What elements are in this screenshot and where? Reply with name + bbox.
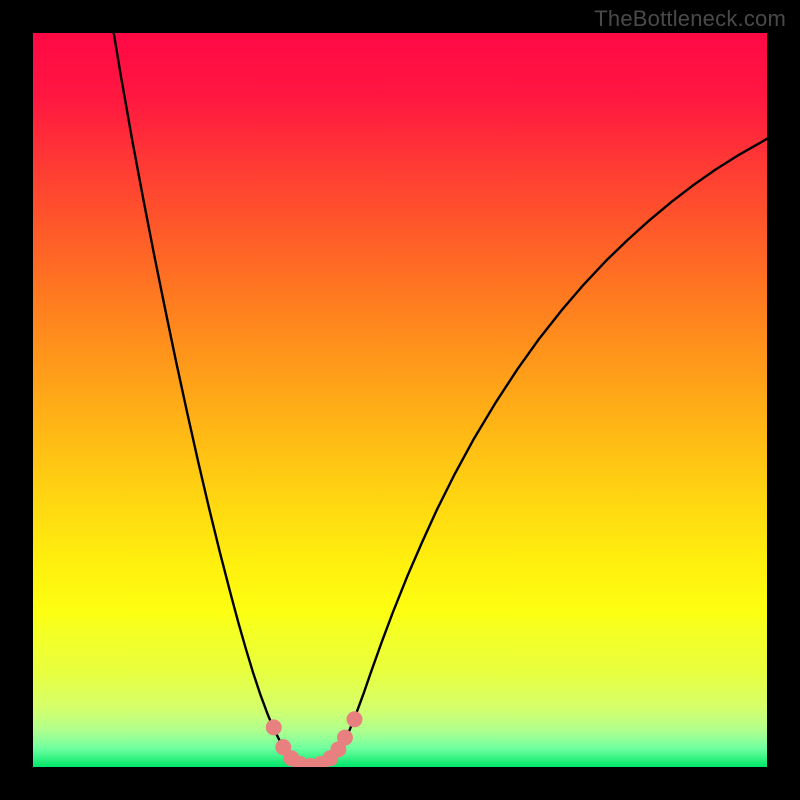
chart-frame: TheBottleneck.com — [0, 0, 800, 800]
data-marker — [337, 730, 353, 746]
bottleneck-curve — [114, 33, 767, 766]
data-marker — [266, 719, 282, 735]
watermark-label: TheBottleneck.com — [594, 6, 786, 32]
data-marker — [346, 711, 362, 727]
plot-area — [33, 33, 767, 767]
v-curve-chart — [33, 33, 767, 767]
